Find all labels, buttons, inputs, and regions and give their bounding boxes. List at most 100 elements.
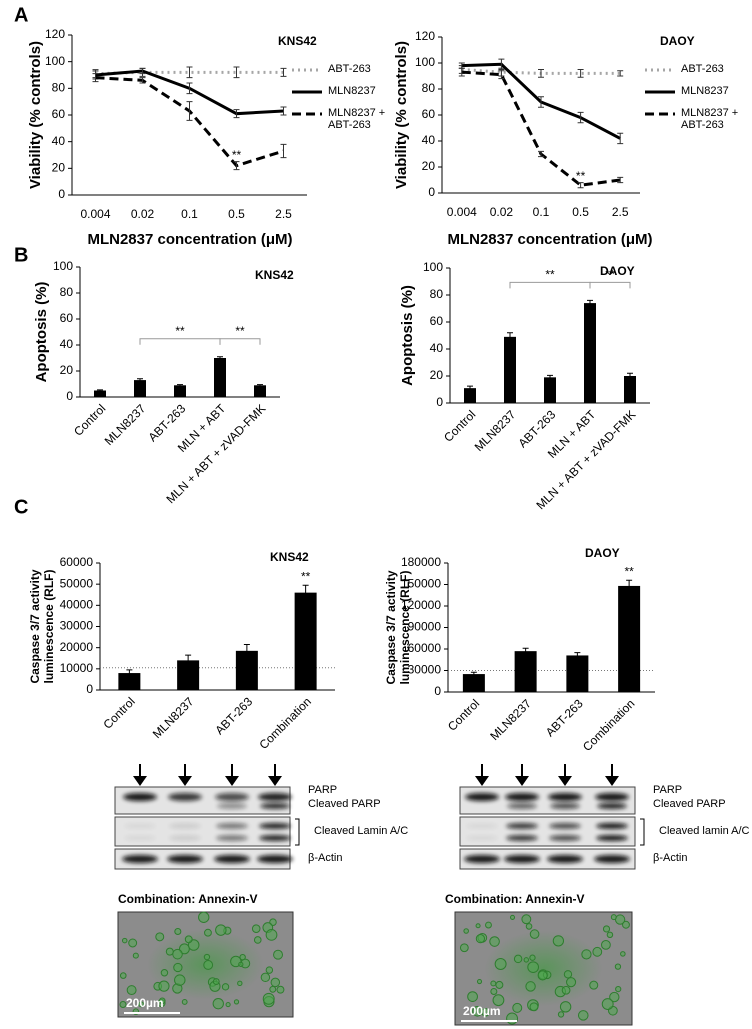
legend-entry: MLN8237 (328, 85, 376, 97)
error-bar (233, 161, 240, 171)
cell (581, 949, 592, 960)
blot-label: PARP (653, 784, 682, 796)
scale-bar-label: 200µm (463, 1004, 501, 1018)
legend-label: ABT-263 (681, 63, 724, 75)
legend-entry: MLN8237 (681, 85, 729, 97)
y-tick-label: 120 (415, 29, 435, 43)
significance: ** (235, 324, 245, 338)
blot-bracket (295, 818, 300, 846)
x-tick-label: Control (71, 401, 108, 438)
x-axis-label: MLN2837 concentration (μM) (447, 231, 652, 248)
panel-letter: C (14, 496, 28, 518)
cell (492, 994, 505, 1007)
y-tick-label: 20 (422, 159, 436, 173)
bar (177, 660, 200, 690)
cell (552, 935, 565, 947)
error-bar (470, 671, 477, 677)
cell (521, 914, 532, 925)
panel-letter: A (14, 4, 28, 26)
blot-band (504, 855, 540, 863)
y-tick-label: 60 (422, 107, 436, 121)
cell (485, 921, 492, 929)
chart-title: DAOY (600, 264, 635, 278)
blot-band (465, 793, 499, 801)
cell (509, 914, 516, 920)
x-tick-label: 2.5 (612, 205, 629, 219)
blot-band (464, 855, 500, 863)
x-tick-label: ABT-263 (543, 696, 586, 739)
blot-band (597, 803, 627, 809)
y-tick-label: 60000 (60, 555, 94, 569)
blot-band (124, 823, 156, 829)
cell (204, 928, 212, 937)
blot-band (547, 855, 583, 863)
significance-bracket (219, 338, 261, 345)
chart-title: KNS42 (255, 268, 294, 282)
bar (118, 673, 141, 690)
x-tick-label: 0.02 (131, 207, 155, 221)
y-tick-label: 100 (53, 259, 73, 273)
x-tick-label: 0.004 (80, 207, 110, 221)
cell (529, 929, 540, 939)
y-tick-label: 20000 (60, 640, 94, 654)
scale-bar-label: 200µm (126, 996, 164, 1010)
legend-label: MLN8237 + ABT-263 (328, 107, 386, 131)
cell (132, 952, 139, 959)
x-tick-label: MLN8237 (150, 694, 197, 741)
y-tick-label: 0 (428, 185, 435, 199)
cell (601, 998, 614, 1011)
cell (181, 999, 188, 1005)
cell (276, 985, 285, 994)
y-tick-label: 20 (60, 363, 74, 377)
legend-entry: ABT-263 (681, 63, 724, 75)
cell (459, 943, 469, 953)
blot-band (215, 793, 249, 801)
cell (494, 958, 507, 970)
error-bar (126, 669, 133, 677)
blot-band (124, 835, 156, 841)
y-tick-label: 0 (436, 395, 443, 409)
cell (615, 985, 622, 993)
cell (602, 925, 611, 933)
y-tick-label: 50000 (60, 576, 94, 590)
error-bar (257, 384, 263, 387)
cell (270, 977, 281, 988)
cell (265, 966, 274, 974)
y-tick-label: 0 (66, 389, 73, 403)
significance: ** (605, 268, 615, 282)
error-bar (498, 58, 505, 70)
blot-band (257, 855, 293, 863)
x-tick-label: MLN8237 (102, 401, 149, 448)
cell (529, 1002, 539, 1012)
blot-band (548, 793, 582, 801)
cell (233, 999, 240, 1005)
cell (592, 946, 603, 957)
y-tick-label: 0 (434, 684, 441, 698)
y-axis-label: Caspase 3/7 activity (28, 569, 42, 683)
x-tick-label: Control (100, 694, 137, 731)
cell (463, 928, 469, 934)
error-bar (626, 579, 633, 593)
bar (514, 651, 537, 692)
cell (537, 970, 548, 981)
y-axis-label: luminescence (RLF) (42, 569, 56, 683)
blot-band (260, 803, 290, 809)
blot-band (505, 793, 539, 801)
lane-arrow-head (133, 776, 147, 786)
error-bar (177, 384, 183, 387)
blot-band (549, 823, 581, 829)
cell (253, 936, 262, 944)
error-bar (302, 584, 309, 601)
x-tick-label: 0.5 (572, 205, 589, 219)
cell (221, 983, 230, 991)
legend-label: MLN8237 (328, 85, 376, 97)
cell (237, 980, 243, 987)
cell (495, 980, 504, 989)
error-bar (233, 109, 240, 119)
blot-band (169, 835, 201, 841)
y-tick-label: 120000 (401, 598, 441, 612)
lane-arrow-head (605, 776, 619, 786)
y-tick-label: 10000 (60, 661, 94, 675)
blot-band (594, 855, 630, 863)
